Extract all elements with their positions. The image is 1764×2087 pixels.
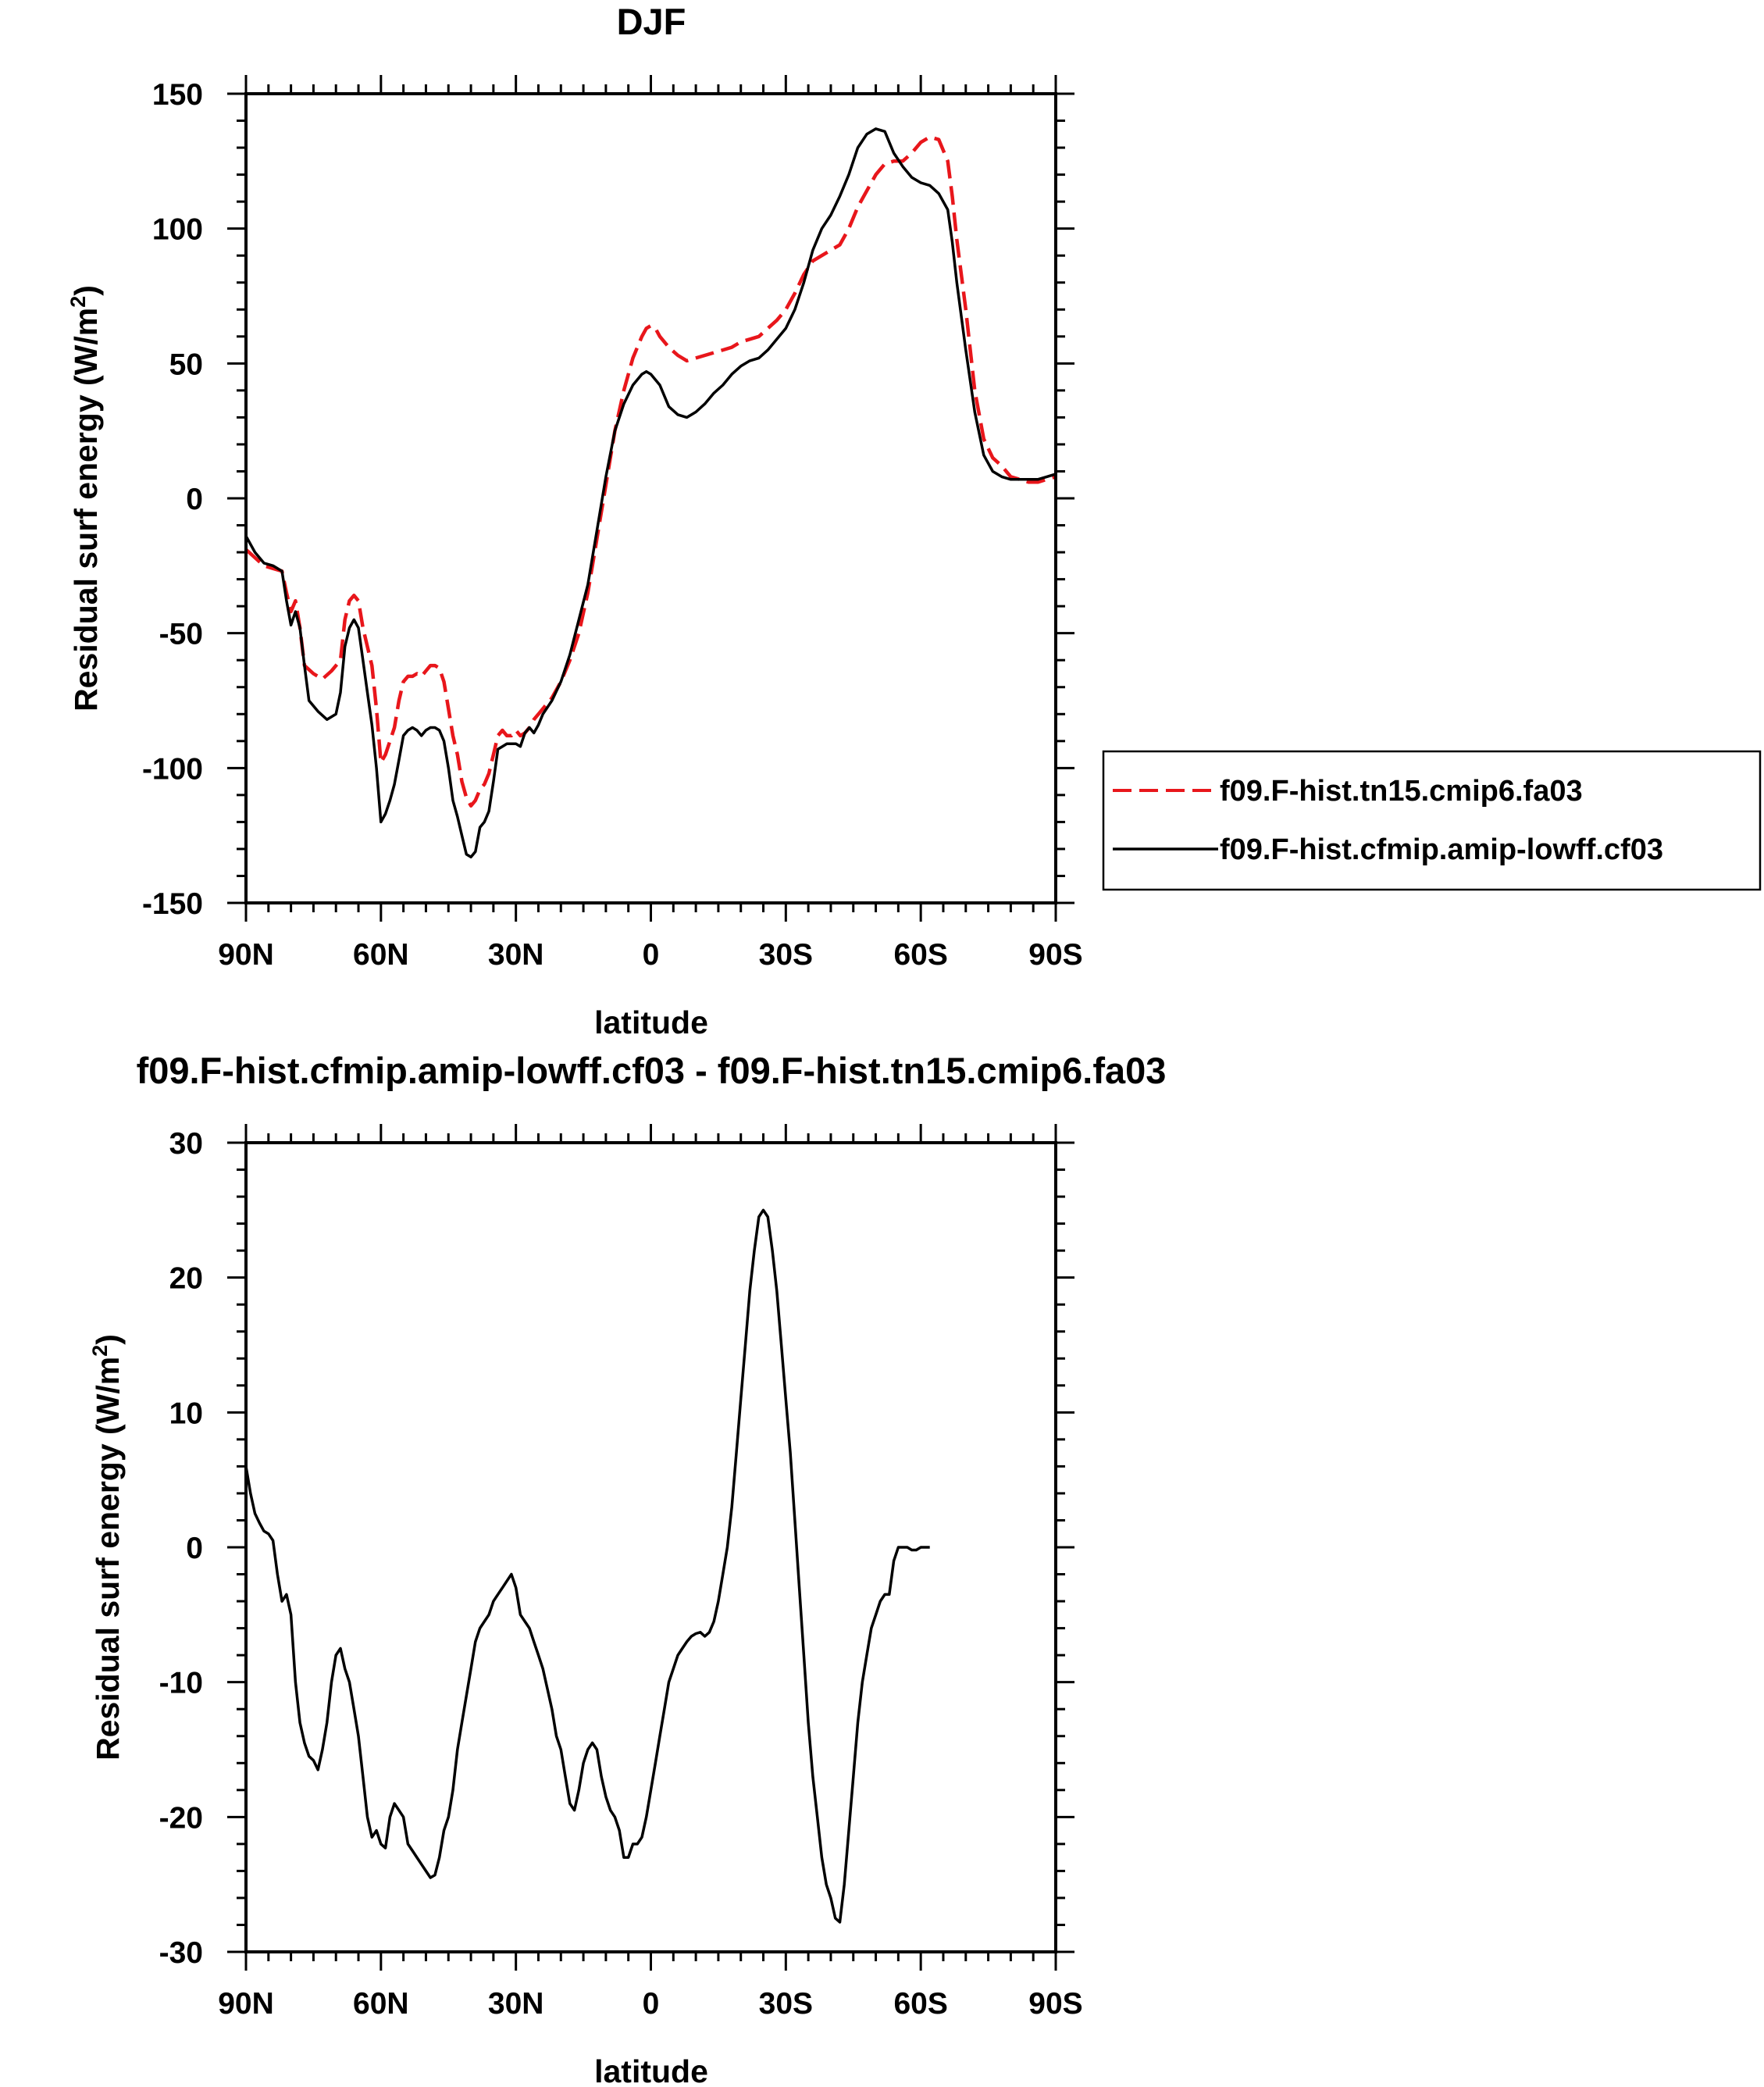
x-axis-title: latitude (594, 2053, 708, 2087)
x-tick-label: 60S (893, 938, 947, 972)
x-tick-label: 30N (488, 1987, 544, 2021)
legend-label-0: f09.F-hist.tn15.cmip6.fa03 (1220, 775, 1583, 808)
y-tick-label: 0 (186, 1532, 203, 1565)
x-tick-label: 60N (353, 938, 409, 972)
y-axis-title-sup: 2 (88, 1345, 112, 1357)
top-chart: DJF 90N 60N 30N 0 30S 60S 90S 150 100 50 0 -50 -100… (66, 1, 1083, 1040)
axis-ticks (227, 75, 1074, 922)
bottom-chart: f09.F-hist.cfmip.amip-lowff.cf03 - f09.F… (88, 1050, 1166, 2087)
series-lines (244, 127, 1057, 859)
y-tick-label: -100 (142, 752, 203, 786)
x-axis-title: latitude (594, 1004, 708, 1040)
x-tick-label: 30N (488, 938, 544, 972)
axis-ticks (227, 1124, 1074, 1971)
y-tick-label: -150 (142, 887, 203, 921)
y-tick-label: -20 (159, 1801, 203, 1835)
x-tick-label: 90S (1028, 1987, 1082, 2021)
x-tick-label: 0 (643, 938, 660, 972)
y-tick-label: 100 (152, 213, 203, 247)
legend-label-1: f09.F-hist.cfmip.amip-lowff.cf03 (1220, 833, 1663, 866)
x-tick-label: 30S (759, 1987, 813, 2021)
y-axis-title-main: Residual surf energy (W/m (68, 308, 104, 712)
y-axis-title-close: ) (68, 285, 104, 296)
y-tick-label: 10 (169, 1397, 203, 1430)
x-tick-label: 90N (218, 1987, 274, 2021)
series-line-0 (244, 135, 1057, 808)
x-tick-label: 30S (759, 938, 813, 972)
x-tick-label: 60S (893, 1987, 947, 2021)
legend: f09.F-hist.tn15.cmip6.fa03 f09.F-hist.cf… (1102, 750, 1762, 891)
y-tick-label: 0 (186, 483, 203, 516)
chart-title: DJF (617, 1, 686, 42)
y-tick-label: 150 (152, 78, 203, 112)
legend-box (1102, 750, 1762, 891)
y-tick-labels: 30 20 10 0 -10 -20 -30 (159, 1127, 203, 1970)
y-axis-title-close: ) (90, 1334, 126, 1345)
plot-frame (244, 92, 1057, 904)
series-line-0 (244, 1208, 930, 1924)
y-axis-title: Residual surf energy (W/m2) (66, 285, 104, 712)
y-tick-label: 20 (169, 1262, 203, 1296)
x-tick-label: 0 (643, 1987, 660, 2021)
plot-frame (244, 1141, 1057, 1953)
x-tick-labels: 90N 60N 30N 0 30S 60S 90S (218, 938, 1082, 972)
y-tick-label: -30 (159, 1936, 203, 1970)
y-tick-labels: 150 100 50 0 -50 -100 -150 (142, 78, 203, 921)
x-tick-label: 60N (353, 1987, 409, 2021)
series-line-1 (244, 127, 1057, 859)
y-axis-title-main: Residual surf energy (W/m (90, 1357, 126, 1761)
x-tick-label: 90N (218, 938, 274, 972)
y-tick-label: -50 (159, 618, 203, 651)
y-tick-label: 50 (169, 348, 203, 381)
x-tick-label: 90S (1028, 938, 1082, 972)
y-tick-label: 30 (169, 1127, 203, 1161)
y-tick-label: -10 (159, 1667, 203, 1700)
y-axis-title: Residual surf energy (W/m2) (88, 1334, 126, 1761)
y-axis-title-sup: 2 (66, 296, 90, 308)
series-lines (244, 1208, 930, 1924)
x-tick-labels: 90N 60N 30N 0 30S 60S 90S (218, 1987, 1082, 2021)
chart-title: f09.F-hist.cfmip.amip-lowff.cf03 - f09.F… (137, 1050, 1167, 1091)
